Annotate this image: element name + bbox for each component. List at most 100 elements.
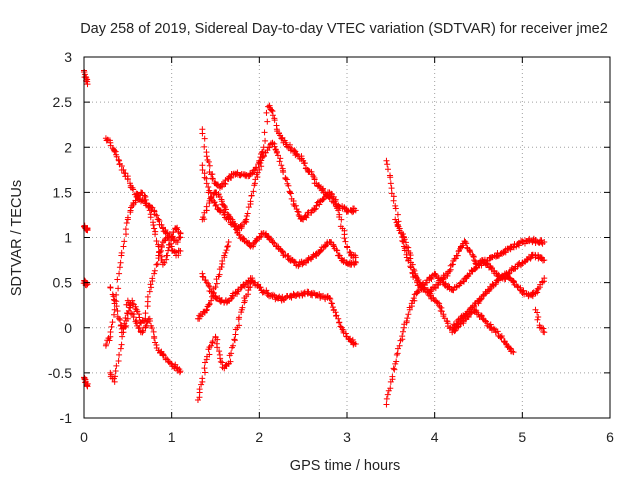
data-point	[335, 315, 342, 322]
data-point-interp	[227, 358, 234, 365]
data-point-interp	[258, 163, 265, 170]
data-point	[405, 311, 412, 318]
data-point-interp	[390, 365, 397, 372]
data-point-interp	[110, 296, 117, 303]
data-point-interp	[283, 176, 290, 183]
data-point-interp	[249, 275, 256, 282]
data-point	[541, 239, 548, 246]
data-point-interp	[257, 160, 264, 167]
data-point-interp	[271, 143, 278, 150]
data-point-interp	[400, 328, 407, 335]
data-point	[471, 257, 478, 264]
data-point	[84, 81, 91, 88]
data-point-interp	[170, 229, 177, 236]
data-point-interp	[226, 213, 233, 220]
data-point-interp	[269, 112, 276, 119]
data-point-interp	[136, 324, 143, 331]
data-point-interp	[113, 362, 120, 369]
data-point-interp	[141, 192, 148, 199]
data-point-interp	[529, 293, 536, 300]
data-point-interp	[388, 190, 395, 197]
data-point-interp	[316, 183, 323, 190]
data-point-interp	[103, 341, 110, 348]
data-point-interp	[280, 169, 287, 176]
data-point-interp	[224, 243, 231, 250]
data-point	[203, 180, 210, 187]
data-point-interp	[252, 164, 259, 171]
data-point	[541, 275, 548, 282]
data-point-interp	[388, 185, 395, 192]
data-point	[212, 284, 219, 291]
data-point	[177, 248, 184, 255]
data-point-interp	[117, 345, 124, 352]
data-point-interp	[515, 261, 522, 268]
data-point-interp	[126, 299, 133, 306]
data-point	[208, 342, 215, 349]
data-point-interp	[320, 185, 327, 192]
data-point-interp	[399, 333, 406, 340]
data-point-interp	[144, 293, 151, 300]
data-point-interp	[160, 352, 167, 359]
data-point-interp	[503, 270, 510, 277]
data-point-interp	[219, 258, 226, 265]
data-point-interp	[249, 170, 256, 177]
y-tick-label: -1	[60, 410, 73, 426]
data-point-interp	[108, 371, 115, 378]
data-point-interp	[222, 214, 229, 221]
data-point-interp	[114, 276, 121, 283]
data-point-interp	[172, 361, 179, 368]
data-point-interp	[218, 183, 225, 190]
data-point-interp	[311, 206, 318, 213]
data-point-interp	[216, 271, 223, 278]
data-point-interp	[132, 197, 139, 204]
data-point-interp	[534, 309, 541, 316]
data-point-interp	[199, 375, 206, 382]
data-point-interp	[327, 296, 334, 303]
data-point-interp	[158, 242, 165, 249]
data-point-interp	[240, 235, 247, 242]
data-point-interp	[202, 359, 209, 366]
data-point	[466, 248, 473, 255]
data-point-interp	[287, 190, 294, 197]
data-point-interp	[463, 240, 470, 247]
data-point	[278, 135, 285, 142]
data-point-interp	[112, 368, 119, 375]
data-point	[427, 275, 434, 282]
data-point	[208, 297, 215, 304]
data-point-interp	[136, 314, 143, 321]
data-point	[256, 166, 263, 173]
data-point	[151, 225, 158, 232]
data-point	[387, 180, 394, 187]
axis-ticks	[83, 56, 611, 419]
data-point-interp	[130, 314, 137, 321]
data-point-interp	[332, 201, 339, 208]
data-point-interp	[107, 284, 114, 291]
y-tick-label: 1	[64, 230, 72, 246]
y-tick-label: 0	[64, 320, 72, 336]
data-point-interp	[271, 117, 278, 124]
data-point-interp	[400, 231, 407, 238]
data-point	[475, 261, 482, 268]
data-point-interp	[124, 176, 131, 183]
data-point	[155, 216, 162, 223]
data-point-interp	[327, 239, 334, 246]
data-point-interp	[114, 307, 121, 314]
data-point-interp	[257, 284, 264, 291]
data-point-interp	[203, 203, 210, 210]
data-point-interp	[262, 137, 269, 144]
data-point	[352, 259, 359, 266]
y-tick-label: 3	[64, 49, 72, 65]
x-tick-label: 2	[255, 429, 263, 445]
x-tick-label: 0	[80, 429, 88, 445]
data-point-interp	[146, 318, 153, 325]
data-point	[383, 157, 390, 164]
data-point-interp	[285, 182, 292, 189]
data-point-interp	[393, 351, 400, 358]
data-point-interp	[152, 231, 159, 238]
data-point-interp	[134, 190, 141, 197]
data-point-interp	[392, 205, 399, 212]
data-point-interp	[454, 252, 461, 259]
data-markers	[80, 67, 548, 408]
data-point-interp	[407, 255, 414, 262]
